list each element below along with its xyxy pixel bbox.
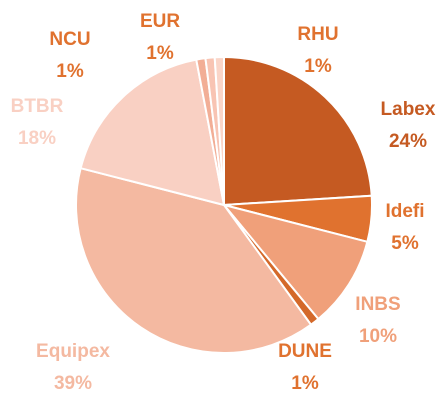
slice-label: BTBR [11,96,64,117]
pie-slice [223,55,373,207]
pie-slice [75,166,313,354]
slice-value-label: 5% [391,233,419,254]
pie-slice [213,55,225,206]
slice-label: DUNE [278,341,332,362]
slice-label: EUR [140,11,180,32]
slice-value-label: 1% [146,43,174,64]
slice-value-label: 1% [291,373,319,394]
slice-label: RHU [297,24,338,45]
slice-label: Idefi [385,201,424,222]
slice-value-label: 1% [56,61,84,82]
pie-slice [79,58,226,207]
slice-label: Equipex [36,341,110,362]
slice-value-label: 1% [304,56,332,77]
slice-value-label: 39% [54,373,92,394]
slice-label: Labex [381,99,436,120]
slice-value-label: 18% [18,128,56,149]
slice-value-label: 10% [359,326,397,347]
slice-value-label: 24% [389,131,427,152]
slice-label: NCU [49,29,90,50]
pie-slice [221,203,369,321]
slice-label: INBS [355,294,400,315]
